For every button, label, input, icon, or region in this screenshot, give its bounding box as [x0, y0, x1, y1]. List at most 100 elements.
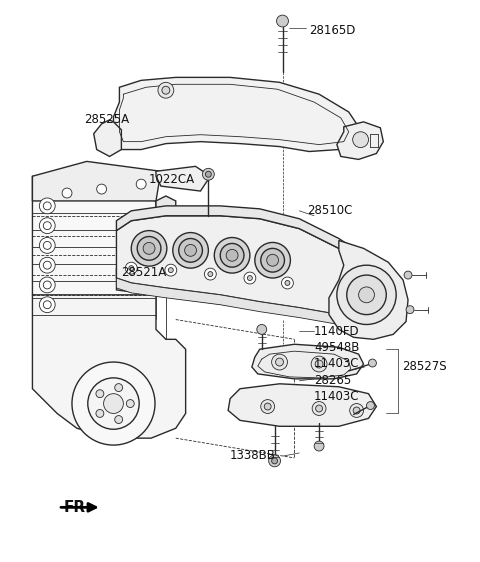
Circle shape	[285, 280, 290, 285]
Ellipse shape	[248, 278, 270, 292]
Text: 49548B: 49548B	[314, 341, 360, 353]
Circle shape	[367, 402, 374, 410]
Circle shape	[43, 202, 51, 210]
Circle shape	[261, 248, 285, 272]
Circle shape	[96, 184, 107, 194]
Circle shape	[43, 281, 51, 289]
Polygon shape	[329, 241, 408, 339]
Circle shape	[39, 277, 55, 293]
Circle shape	[88, 378, 139, 429]
Circle shape	[62, 188, 72, 198]
Circle shape	[126, 271, 136, 281]
Circle shape	[199, 282, 204, 287]
Circle shape	[161, 278, 167, 283]
Text: 1140FD: 1140FD	[314, 325, 360, 338]
Circle shape	[337, 265, 396, 324]
Circle shape	[129, 274, 134, 279]
Circle shape	[131, 230, 167, 266]
Circle shape	[158, 82, 174, 98]
Circle shape	[173, 233, 208, 268]
Polygon shape	[117, 206, 369, 268]
Circle shape	[214, 238, 250, 273]
Circle shape	[404, 271, 412, 279]
Circle shape	[311, 356, 327, 372]
Circle shape	[236, 285, 240, 291]
Text: 28525A: 28525A	[84, 114, 129, 126]
Circle shape	[255, 242, 290, 278]
Circle shape	[267, 255, 278, 266]
Circle shape	[39, 238, 55, 253]
Circle shape	[39, 198, 55, 214]
Polygon shape	[33, 161, 161, 201]
Circle shape	[39, 257, 55, 273]
Circle shape	[359, 287, 374, 303]
Circle shape	[43, 221, 51, 230]
Polygon shape	[156, 196, 176, 295]
Circle shape	[233, 283, 243, 293]
Polygon shape	[113, 78, 359, 152]
Circle shape	[269, 455, 280, 467]
Circle shape	[247, 275, 252, 280]
Text: 1338BB: 1338BB	[230, 450, 276, 463]
Polygon shape	[117, 216, 373, 318]
Circle shape	[208, 271, 213, 277]
Polygon shape	[228, 384, 376, 427]
Circle shape	[104, 393, 123, 414]
Polygon shape	[156, 166, 210, 191]
Ellipse shape	[210, 276, 232, 290]
Circle shape	[264, 403, 271, 410]
Circle shape	[43, 301, 51, 309]
Polygon shape	[33, 295, 186, 438]
Circle shape	[165, 264, 177, 276]
Circle shape	[136, 179, 146, 189]
Circle shape	[205, 171, 211, 177]
Circle shape	[316, 405, 323, 412]
Circle shape	[257, 324, 267, 334]
Circle shape	[226, 250, 238, 261]
Circle shape	[353, 132, 369, 148]
Text: FR.: FR.	[64, 500, 92, 515]
Ellipse shape	[173, 274, 194, 288]
Circle shape	[347, 275, 386, 315]
Polygon shape	[117, 268, 289, 314]
Circle shape	[39, 297, 55, 312]
Circle shape	[179, 238, 203, 262]
Polygon shape	[117, 278, 359, 324]
Circle shape	[204, 268, 216, 280]
Circle shape	[314, 441, 324, 451]
Circle shape	[137, 237, 161, 260]
Polygon shape	[337, 122, 384, 160]
Circle shape	[43, 261, 51, 269]
Circle shape	[264, 287, 275, 297]
Circle shape	[196, 279, 206, 289]
Circle shape	[312, 402, 326, 415]
Text: 28165D: 28165D	[309, 24, 356, 38]
Text: 11403C: 11403C	[314, 356, 360, 370]
Circle shape	[159, 275, 169, 285]
Polygon shape	[252, 345, 363, 379]
Circle shape	[315, 360, 323, 368]
Text: 28527S: 28527S	[402, 360, 447, 374]
Circle shape	[126, 400, 134, 407]
Text: 28265: 28265	[314, 374, 351, 387]
Circle shape	[353, 407, 360, 414]
Circle shape	[72, 362, 155, 445]
Circle shape	[276, 15, 288, 27]
Polygon shape	[33, 176, 156, 320]
Circle shape	[96, 410, 104, 418]
Circle shape	[203, 169, 214, 180]
Circle shape	[143, 242, 155, 255]
Circle shape	[168, 268, 173, 273]
Text: 28510C: 28510C	[307, 205, 353, 217]
Circle shape	[39, 217, 55, 234]
Circle shape	[43, 242, 51, 250]
Circle shape	[162, 87, 170, 94]
Circle shape	[276, 358, 284, 366]
Circle shape	[350, 404, 363, 418]
Circle shape	[96, 389, 104, 398]
Circle shape	[261, 400, 275, 414]
Circle shape	[220, 243, 244, 267]
Circle shape	[272, 354, 288, 370]
Circle shape	[115, 415, 122, 424]
Text: 11403C: 11403C	[314, 390, 360, 403]
